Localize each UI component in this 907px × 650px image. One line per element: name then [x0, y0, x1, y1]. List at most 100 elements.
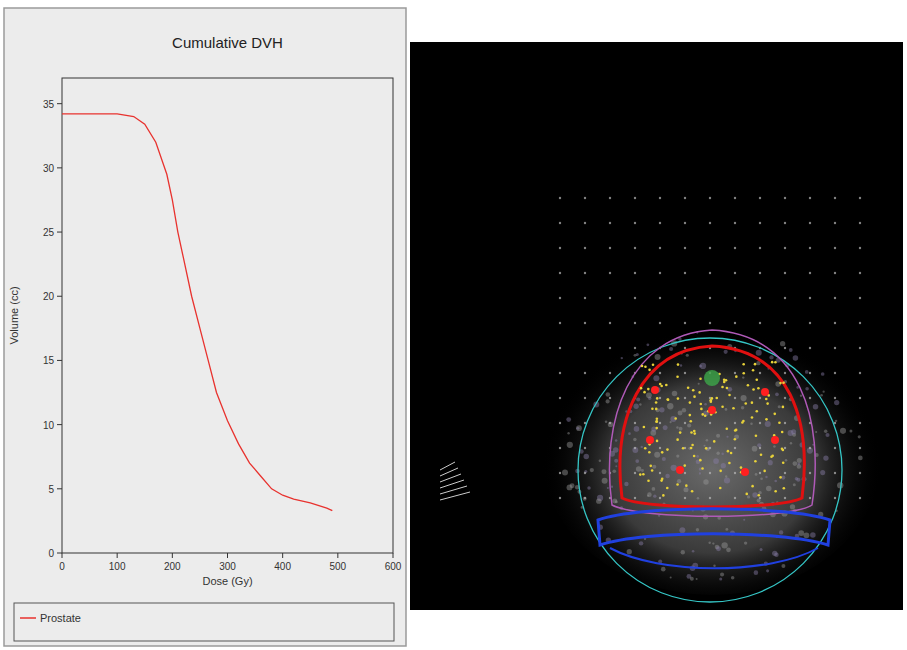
margin-contour [609, 330, 815, 516]
speckle [708, 542, 710, 544]
isodose-dot [655, 420, 658, 423]
isodose-dot [677, 363, 680, 366]
speckle [612, 498, 617, 503]
speckle [606, 399, 610, 403]
grid-dot [709, 222, 711, 224]
isodose-dot [699, 403, 702, 406]
grid-dot [684, 472, 686, 474]
grid-dot [809, 322, 811, 324]
grid-dot [634, 447, 636, 449]
speckle [766, 486, 772, 492]
grid-dot [709, 197, 711, 199]
grid-dot [759, 297, 761, 299]
isodose-dot [682, 447, 685, 450]
grid-dot [709, 272, 711, 274]
grid-dot [584, 197, 586, 199]
isodose-dot [728, 394, 731, 397]
speckle [566, 417, 571, 422]
chart-panel [4, 8, 406, 646]
isodose-dot [730, 452, 733, 455]
grid-dot [634, 247, 636, 249]
speckle [774, 480, 777, 483]
grid-dot [684, 397, 686, 399]
speckle [726, 436, 728, 438]
grid-dot [834, 347, 836, 349]
isodose-dot [641, 365, 644, 368]
isodose-dot [666, 398, 669, 401]
grid-dot [584, 247, 586, 249]
speckle [646, 392, 652, 398]
isodose-dot [676, 376, 679, 379]
grid-dot [784, 447, 786, 449]
speckle [712, 542, 714, 544]
speckle [813, 404, 818, 409]
speckle [683, 487, 688, 492]
isodose-dot [721, 405, 724, 408]
y-tick-label: 15 [43, 355, 55, 366]
speckle [639, 403, 641, 405]
grid-dot [784, 272, 786, 274]
speckle [780, 341, 785, 346]
grid-dot [634, 497, 636, 499]
speckle [602, 469, 607, 474]
isodose-dot [651, 469, 654, 472]
speckle [614, 459, 618, 463]
speckle [773, 445, 776, 448]
grid-dot [684, 372, 686, 374]
grid-dot [634, 297, 636, 299]
speckle [663, 425, 668, 430]
grid-dot [559, 447, 561, 449]
y-tick [57, 167, 62, 168]
isodose-dot [656, 417, 659, 420]
speckle [621, 357, 623, 359]
y-tick [57, 553, 62, 554]
speckle [700, 363, 706, 369]
speckle [679, 427, 683, 431]
grid-dot [634, 347, 636, 349]
speckle [778, 405, 781, 408]
grid-dot [634, 322, 636, 324]
isodose-dot [690, 431, 693, 434]
grid-dot [659, 497, 661, 499]
grid-dot [784, 347, 786, 349]
probe-icon [440, 492, 470, 500]
speckle [768, 460, 773, 465]
isodose-dot [649, 465, 652, 468]
speckle [713, 458, 719, 464]
isodose-dot [704, 414, 707, 417]
x-tick [337, 553, 338, 558]
isodose-dot [685, 484, 688, 487]
probe-icon [440, 462, 455, 470]
speckle [791, 429, 796, 434]
isodose-dot [691, 490, 694, 493]
grid-dot [784, 397, 786, 399]
isodose-dot [656, 440, 659, 443]
speckle [823, 455, 828, 460]
speckle [562, 469, 568, 475]
plot-frame [62, 78, 393, 553]
speckle [725, 528, 728, 531]
isodose-dot [674, 417, 677, 420]
isodose-dot [676, 483, 679, 486]
isodose-dot [751, 416, 754, 419]
y-tick-label: 20 [43, 291, 55, 302]
grid-dot [709, 472, 711, 474]
speckle [636, 398, 640, 402]
isodose-dot [693, 432, 696, 435]
isodose-dot [721, 386, 724, 389]
speckle [706, 439, 709, 442]
speckle [849, 430, 852, 433]
grid-dot [684, 422, 686, 424]
grid-dot [809, 447, 811, 449]
speckle [670, 421, 672, 423]
isodose-dot [747, 384, 750, 387]
isodose-dot [779, 476, 782, 479]
speckle [790, 504, 795, 509]
speckle [797, 463, 800, 466]
speckle [651, 427, 656, 432]
grid-dot [859, 347, 861, 349]
isodose-dot [693, 395, 696, 398]
grid-dot [834, 197, 836, 199]
grid-dot [634, 422, 636, 424]
isodose-dot [742, 363, 745, 366]
